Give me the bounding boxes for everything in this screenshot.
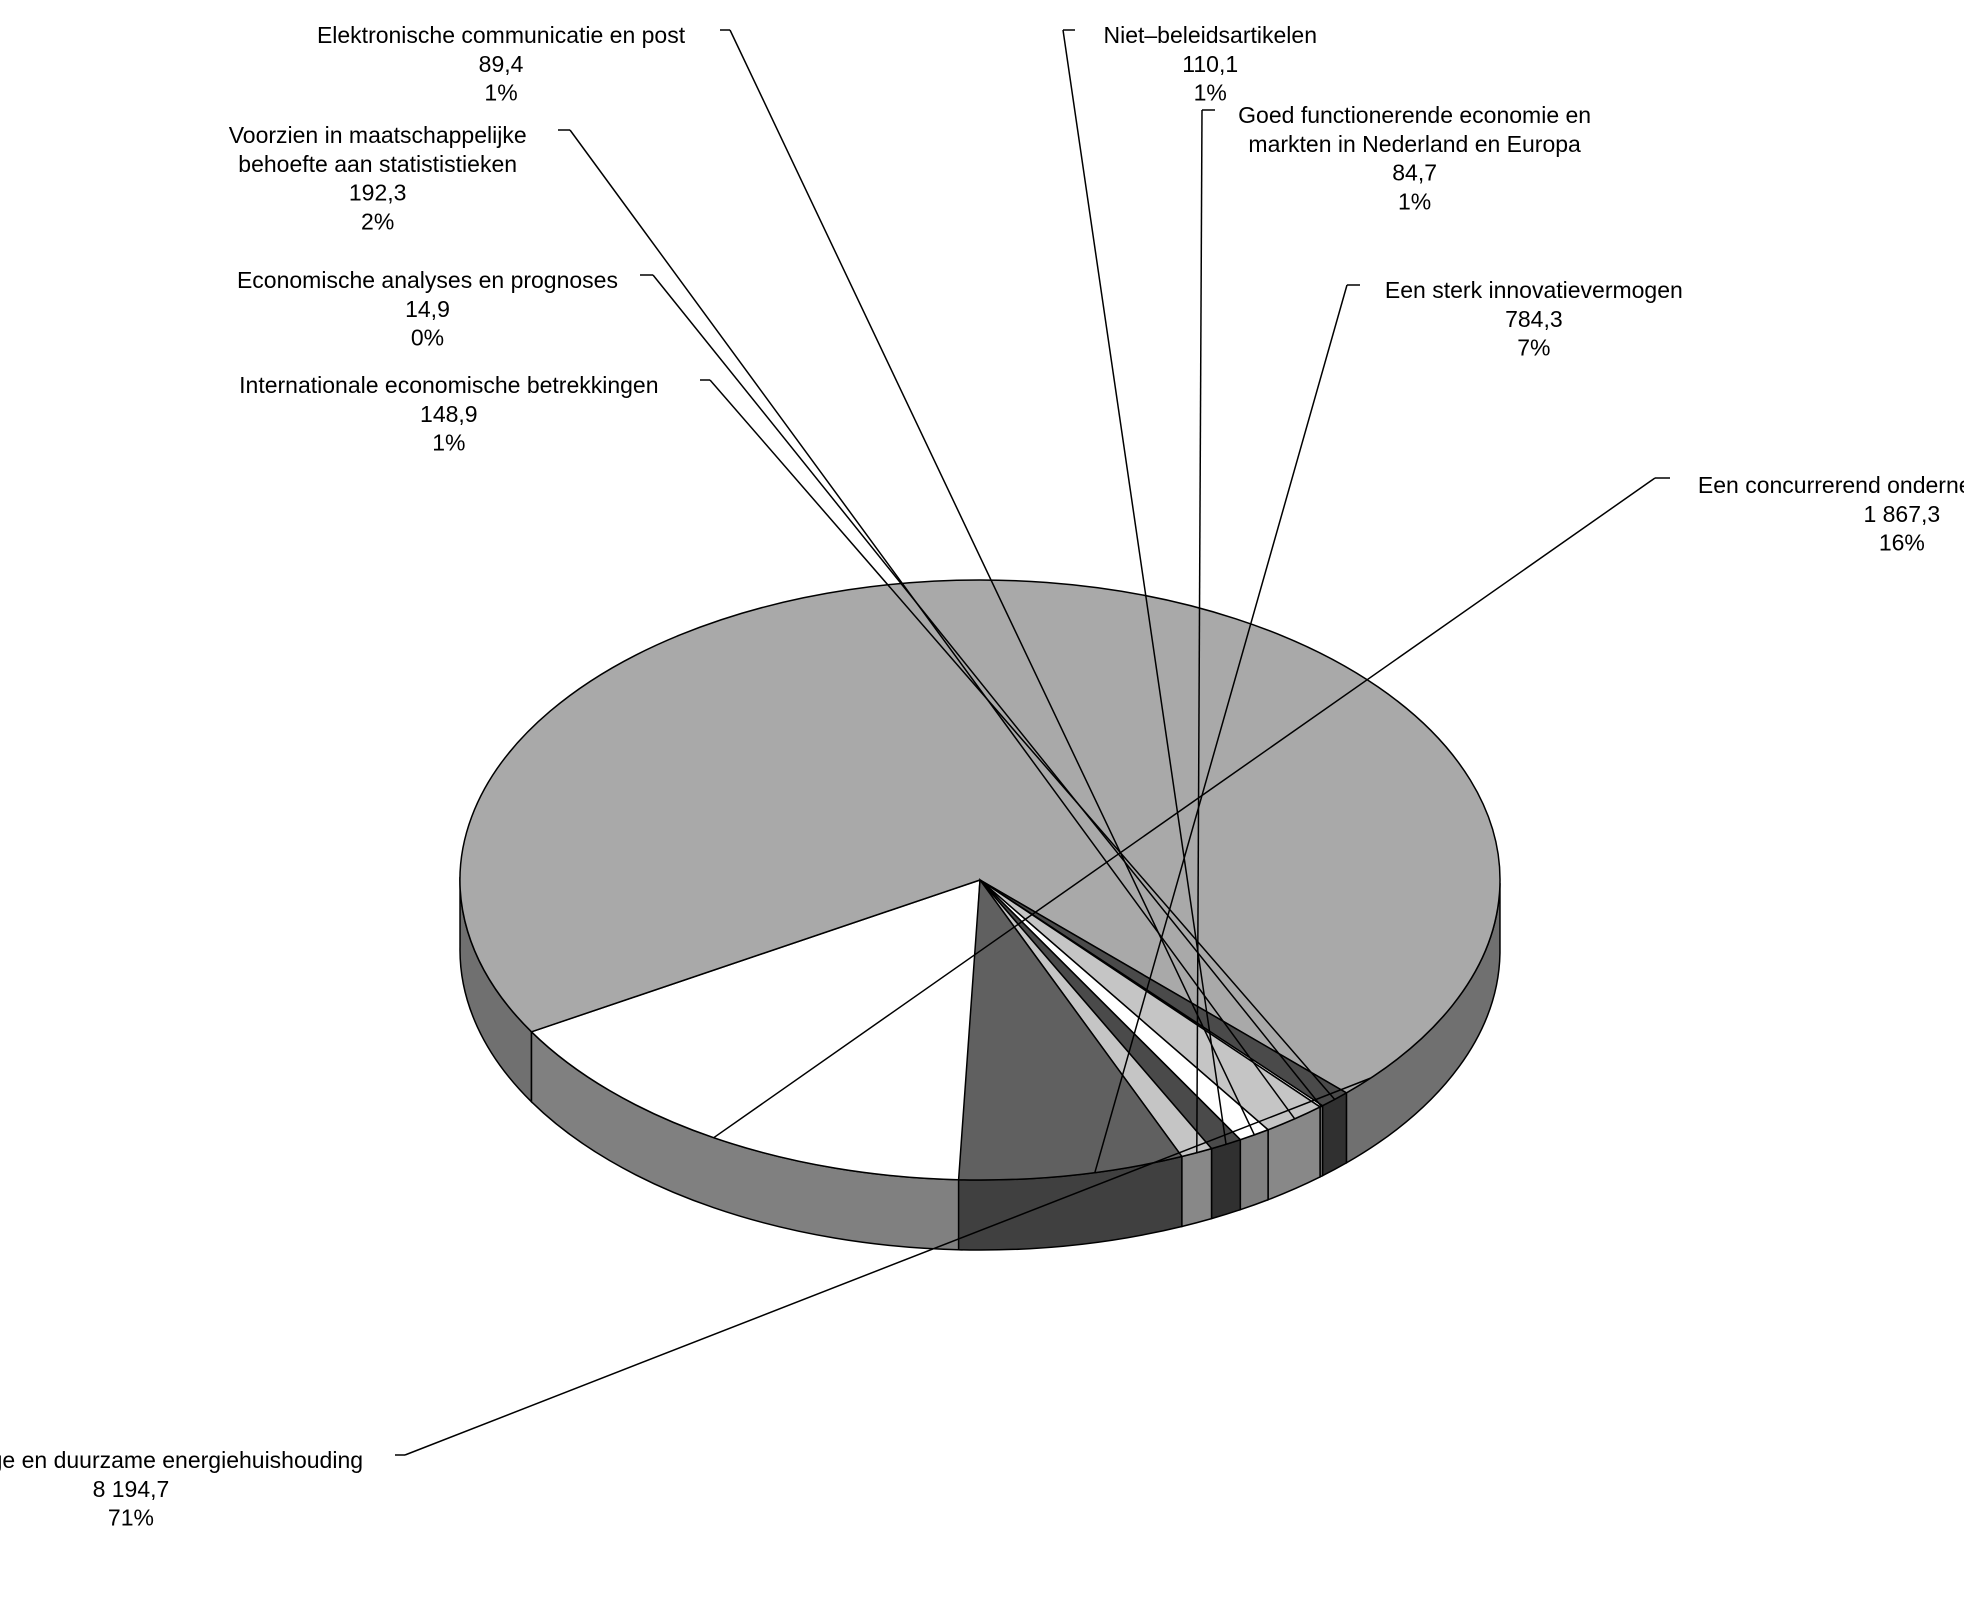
slice-label-percent: 1% <box>1398 188 1431 214</box>
slice-label-percent: 7% <box>1517 335 1550 361</box>
slice-label-percent: 16% <box>1879 530 1925 556</box>
slice-label-name: Internationale economische betrekkingen <box>239 372 658 398</box>
slice-label-percent: 1% <box>1194 80 1227 106</box>
slice-label-name: Voorzien in maatschappelijke <box>229 122 527 148</box>
slice-label-percent: 1% <box>432 430 465 456</box>
slice-label-value: 14,9 <box>405 296 450 322</box>
slice-label-value: 8 194,7 <box>93 1476 170 1502</box>
slice-label-percent: 71% <box>108 1505 154 1531</box>
pie-chart: Een concurrerend ondernemingsklimaat 1 86… <box>0 0 1964 1610</box>
slice-label-value: 110,1 <box>1182 51 1238 77</box>
slice-label-name: behoefte aan statististieken <box>238 151 517 177</box>
slice-label-name: Elektronische communicatie en post <box>317 22 686 48</box>
pie-side <box>1182 1149 1212 1227</box>
slice-label-name: Niet–beleidsartikelen <box>1103 22 1317 48</box>
pie-side <box>1240 1130 1268 1210</box>
slice-label-percent: 1% <box>484 80 517 106</box>
slice-label-value: 148,9 <box>420 401 478 427</box>
slice-label-name: Doelmatige en duurzame energiehuishoudin… <box>0 1447 363 1473</box>
slice-label-name: Een sterk innovatievermogen <box>1385 277 1683 303</box>
pie-top <box>460 580 1500 1180</box>
slice-label-value: 192,3 <box>349 180 407 206</box>
slice-label-value: 84,7 <box>1392 160 1437 186</box>
slice-label-value: 784,3 <box>1505 306 1563 332</box>
slice-label-name: Economische analyses en prognoses <box>237 267 618 293</box>
slice-label-name: Een concurrerend ondernemingsklimaat <box>1698 472 1964 498</box>
slice-label-value: 1 867,3 <box>1863 501 1940 527</box>
slice-label-percent: 0% <box>411 325 444 351</box>
slice-label-value: 89,4 <box>479 51 524 77</box>
slice-label-percent: 2% <box>361 208 394 234</box>
slice-label-name: Goed functionerende economie en <box>1238 102 1591 128</box>
slice-label-name: markten in Nederland en Europa <box>1248 131 1581 157</box>
pie-side <box>1212 1140 1241 1219</box>
pie-side <box>1323 1093 1347 1176</box>
